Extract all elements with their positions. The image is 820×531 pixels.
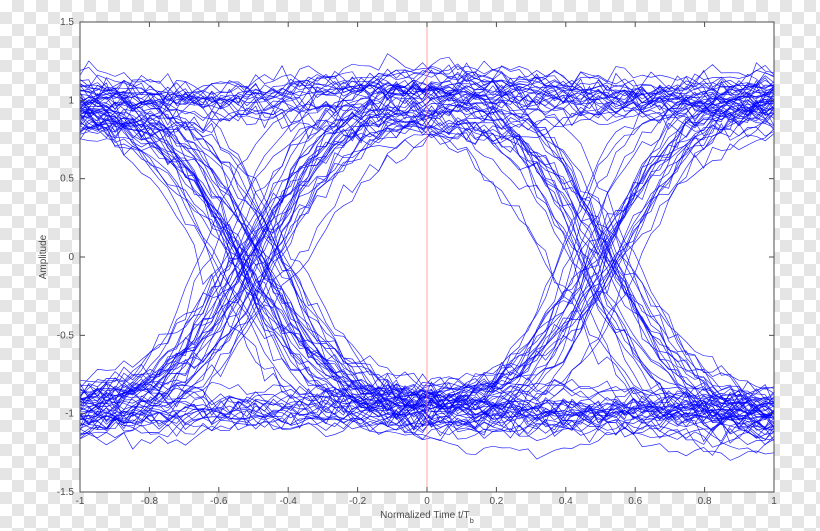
x-tick-label: 0.8 [698,496,712,507]
x-tick-label: -0.4 [280,496,298,507]
figure-container: -1-0.8-0.6-0.4-0.200.20.40.60.81-1.5-1-0… [0,0,820,531]
x-tick-label: 0.2 [489,496,503,507]
x-tick-label: -0.8 [141,496,159,507]
x-tick-label: -0.2 [349,496,367,507]
x-tick-label: 0.4 [559,496,573,507]
y-tick-label: 1.5 [60,17,74,28]
y-tick-label: -1.5 [57,487,75,498]
x-tick-label: 0 [424,496,430,507]
x-tick-label: 0.6 [628,496,642,507]
eye-diagram-figure: -1-0.8-0.6-0.4-0.200.20.40.60.81-1.5-1-0… [0,0,820,531]
y-tick-label: 0 [68,252,74,263]
y-tick-label: 1 [68,95,74,106]
y-tick-label: -1 [65,409,74,420]
y-tick-label: -0.5 [57,330,75,341]
x-axis-label: Normalized Time t/Tb [380,510,474,525]
y-tick-label: 0.5 [60,174,74,185]
x-tick-label: -0.6 [210,496,228,507]
x-tick-label: 1 [771,496,777,507]
x-tick-label: -1 [76,496,85,507]
y-axis-label: Amplitude [38,234,49,279]
